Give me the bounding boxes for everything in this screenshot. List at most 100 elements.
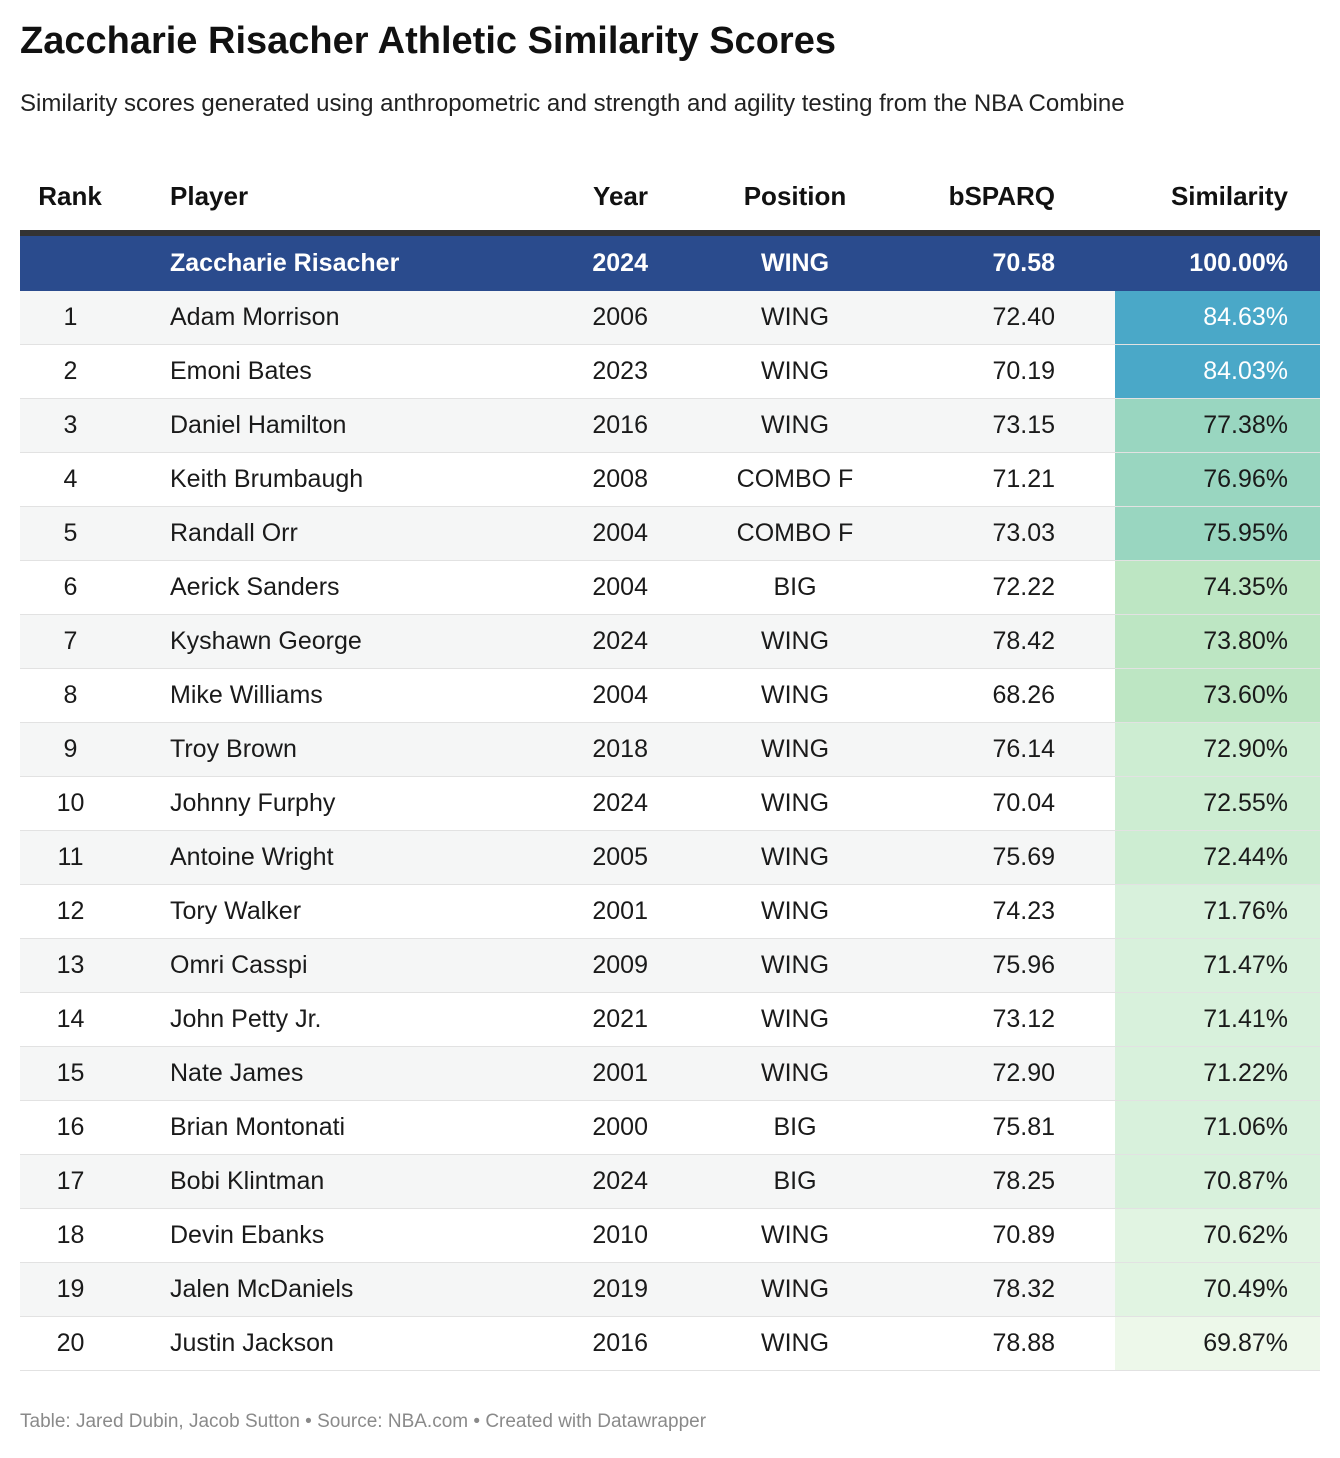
position-cell: WING (680, 776, 910, 831)
year-cell: 2024 (530, 1154, 680, 1209)
position-cell: WING (680, 1262, 910, 1317)
rank-cell: 6 (20, 560, 150, 615)
column-header-rank[interactable]: Rank (20, 162, 150, 236)
table-row: 19 Jalen McDaniels 2019 WING 78.32 70.49% (20, 1262, 1320, 1317)
bsparq-cell: 76.14 (910, 722, 1115, 777)
year-cell: 2024 (530, 614, 680, 669)
column-header-bsparq[interactable]: bSPARQ (910, 162, 1115, 236)
table-row: 10 Johnny Furphy 2024 WING 70.04 72.55% (20, 776, 1320, 831)
similarity-cell: 73.60% (1115, 668, 1320, 723)
bsparq-cell: 68.26 (910, 668, 1115, 723)
similarity-cell: 100.00% (1115, 233, 1320, 291)
position-cell: WING (680, 938, 910, 993)
position-cell: COMBO F (680, 506, 910, 561)
rank-cell: 4 (20, 452, 150, 507)
similarity-cell: 71.47% (1115, 938, 1320, 993)
similarity-cell: 72.55% (1115, 776, 1320, 831)
similarity-cell: 76.96% (1115, 452, 1320, 507)
rank-cell: 12 (20, 884, 150, 939)
rank-cell: 20 (20, 1316, 150, 1371)
rank-cell: 11 (20, 830, 150, 885)
player-cell: John Petty Jr. (150, 992, 530, 1047)
bsparq-cell: 78.25 (910, 1154, 1115, 1209)
player-cell: Emoni Bates (150, 344, 530, 399)
player-cell: Bobi Klintman (150, 1154, 530, 1209)
rank-cell: 13 (20, 938, 150, 993)
chart-subtitle: Similarity scores generated using anthro… (20, 90, 1125, 117)
position-cell: BIG (680, 1154, 910, 1209)
year-cell: 2010 (530, 1208, 680, 1263)
year-cell: 2019 (530, 1262, 680, 1317)
position-cell: WING (680, 830, 910, 885)
position-cell: WING (680, 992, 910, 1047)
year-cell: 2008 (530, 452, 680, 507)
rank-cell: 19 (20, 1262, 150, 1317)
rank-cell: 9 (20, 722, 150, 777)
player-cell: Omri Casspi (150, 938, 530, 993)
similarity-cell: 70.49% (1115, 1262, 1320, 1317)
bsparq-cell: 70.19 (910, 344, 1115, 399)
table-header-row: Rank Player Year Position bSPARQ Similar… (20, 162, 1320, 236)
bsparq-cell: 78.32 (910, 1262, 1115, 1317)
position-cell: WING (680, 233, 910, 291)
bsparq-cell: 70.89 (910, 1208, 1115, 1263)
table-row: 5 Randall Orr 2004 COMBO F 73.03 75.95% (20, 506, 1320, 561)
player-cell: Devin Ebanks (150, 1208, 530, 1263)
position-cell: WING (680, 1208, 910, 1263)
year-cell: 2024 (530, 776, 680, 831)
rank-cell: 10 (20, 776, 150, 831)
rank-cell (20, 233, 150, 291)
bsparq-cell: 72.40 (910, 291, 1115, 345)
year-cell: 2005 (530, 830, 680, 885)
bsparq-cell: 72.22 (910, 560, 1115, 615)
rank-cell: 18 (20, 1208, 150, 1263)
player-cell: Jalen McDaniels (150, 1262, 530, 1317)
rank-cell: 16 (20, 1100, 150, 1155)
bsparq-cell: 70.58 (910, 233, 1115, 291)
similarity-cell: 73.80% (1115, 614, 1320, 669)
position-cell: WING (680, 291, 910, 345)
player-cell: Nate James (150, 1046, 530, 1101)
column-header-year[interactable]: Year (530, 162, 680, 236)
player-cell: Randall Orr (150, 506, 530, 561)
similarity-cell: 71.41% (1115, 992, 1320, 1047)
year-cell: 2009 (530, 938, 680, 993)
position-cell: WING (680, 1316, 910, 1371)
bsparq-cell: 72.90 (910, 1046, 1115, 1101)
player-cell: Aerick Sanders (150, 560, 530, 615)
table-row: 16 Brian Montonati 2000 BIG 75.81 71.06% (20, 1100, 1320, 1155)
table-row: 8 Mike Williams 2004 WING 68.26 73.60% (20, 668, 1320, 723)
similarity-cell: 71.76% (1115, 884, 1320, 939)
table-row: 11 Antoine Wright 2005 WING 75.69 72.44% (20, 830, 1320, 885)
year-cell: 2016 (530, 1316, 680, 1371)
similarity-cell: 84.63% (1115, 291, 1320, 345)
player-cell: Mike Williams (150, 668, 530, 723)
table-row: 12 Tory Walker 2001 WING 74.23 71.76% (20, 884, 1320, 939)
rank-cell: 7 (20, 614, 150, 669)
table-row: 4 Keith Brumbaugh 2008 COMBO F 71.21 76.96% (20, 452, 1320, 507)
player-cell: Brian Montonati (150, 1100, 530, 1155)
rank-cell: 8 (20, 668, 150, 723)
player-cell: Troy Brown (150, 722, 530, 777)
player-cell: Johnny Furphy (150, 776, 530, 831)
bsparq-cell: 78.42 (910, 614, 1115, 669)
position-cell: WING (680, 1046, 910, 1101)
column-header-player[interactable]: Player (150, 162, 530, 236)
similarity-cell: 70.62% (1115, 1208, 1320, 1263)
column-header-similarity[interactable]: Similarity (1115, 162, 1320, 236)
similarity-cell: 69.87% (1115, 1316, 1320, 1371)
similarity-cell: 72.90% (1115, 722, 1320, 777)
rank-cell: 15 (20, 1046, 150, 1101)
bsparq-cell: 73.03 (910, 506, 1115, 561)
table-row: 3 Daniel Hamilton 2016 WING 73.15 77.38% (20, 398, 1320, 453)
year-cell: 2001 (530, 1046, 680, 1101)
column-header-position[interactable]: Position (680, 162, 910, 236)
year-cell: 2000 (530, 1100, 680, 1155)
position-cell: WING (680, 614, 910, 669)
similarity-cell: 72.44% (1115, 830, 1320, 885)
table-row: 15 Nate James 2001 WING 72.90 71.22% (20, 1046, 1320, 1101)
player-cell: Justin Jackson (150, 1316, 530, 1371)
table-row: 7 Kyshawn George 2024 WING 78.42 73.80% (20, 614, 1320, 669)
position-cell: BIG (680, 560, 910, 615)
position-cell: COMBO F (680, 452, 910, 507)
